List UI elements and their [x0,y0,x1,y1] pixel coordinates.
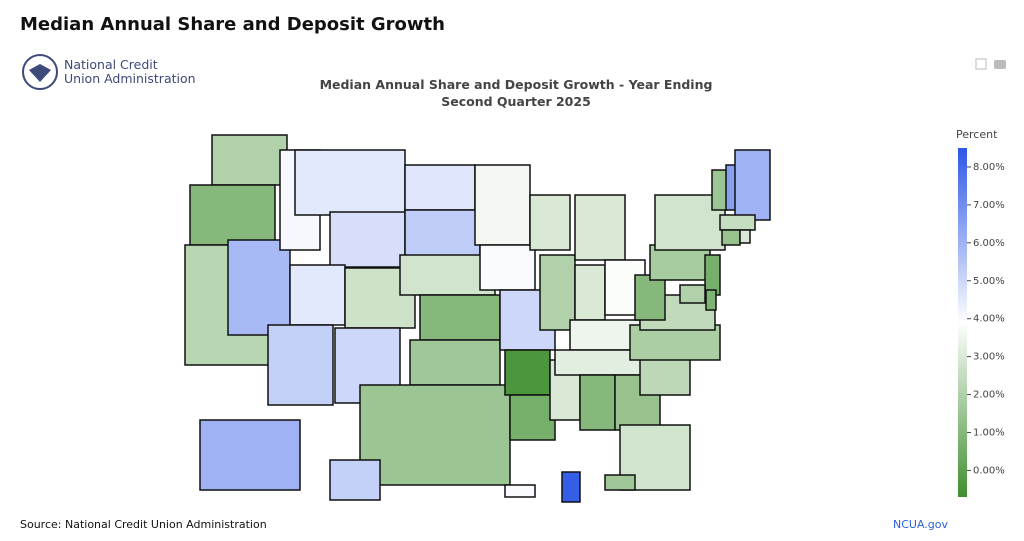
region[interactable] [734,149,771,221]
page-title: Median Annual Share and Deposit Growth [20,14,445,35]
colorbar-tick-label: 4.00% [973,314,1005,325]
region[interactable] [719,214,756,231]
region[interactable] [679,284,706,304]
logo-line: Union Administration [64,71,196,86]
region[interactable] [539,254,576,331]
region[interactable] [721,229,741,246]
region[interactable] [404,209,481,261]
region[interactable] [711,169,728,211]
region[interactable] [504,349,551,396]
colorbar-tick-label: 2.00% [973,390,1005,401]
region[interactable] [574,264,606,321]
source: Source: National Credit Union Administra… [20,518,267,531]
region[interactable] [705,289,717,311]
chart-title: Median Annual Share and Deposit Growth -… [319,77,713,109]
region[interactable] [479,244,536,291]
region[interactable] [267,324,334,406]
logo-text: National Credit Union Administration [64,58,196,86]
region[interactable] [604,474,636,491]
region[interactable] [211,134,288,186]
region[interactable] [739,229,751,244]
colorbar-tick-label: 5.00% [973,276,1005,287]
region[interactable] [409,339,501,386]
region[interactable] [404,164,476,211]
link[interactable]: NCUA.gov [892,518,948,531]
region[interactable] [574,194,626,261]
region[interactable] [509,394,556,441]
logo-eagle [29,64,51,82]
region[interactable] [329,459,381,501]
colorbar-tick-label: 3.00% [973,352,1005,363]
region[interactable] [419,294,501,341]
region[interactable] [529,194,571,251]
colorbar-tick-label: 1.00% [973,428,1005,439]
region[interactable] [289,264,346,326]
colorbar-tick-label: 0.00% [973,465,1005,476]
region[interactable] [639,354,691,396]
region[interactable] [634,274,666,321]
region[interactable] [474,164,531,246]
logo-line: National Credit [64,57,158,72]
colorbar-title: Percent [956,128,998,141]
region[interactable] [329,211,406,268]
region[interactable] [399,254,496,296]
region[interactable] [579,374,616,431]
region[interactable] [227,239,291,336]
region[interactable] [359,384,511,486]
colorbar-tick-label: 6.00% [973,238,1005,249]
save-icon[interactable] [975,58,987,70]
region[interactable] [561,471,581,503]
region[interactable] [504,484,536,498]
region[interactable] [704,254,721,296]
colorbar-tick-label: 8.00% [973,162,1005,173]
region[interactable] [199,419,301,491]
colorbar-tick-label: 7.00% [973,200,1005,211]
region[interactable] [294,149,406,216]
camera-icon[interactable] [994,60,1006,69]
region[interactable] [189,184,276,246]
colorbar [958,148,967,497]
